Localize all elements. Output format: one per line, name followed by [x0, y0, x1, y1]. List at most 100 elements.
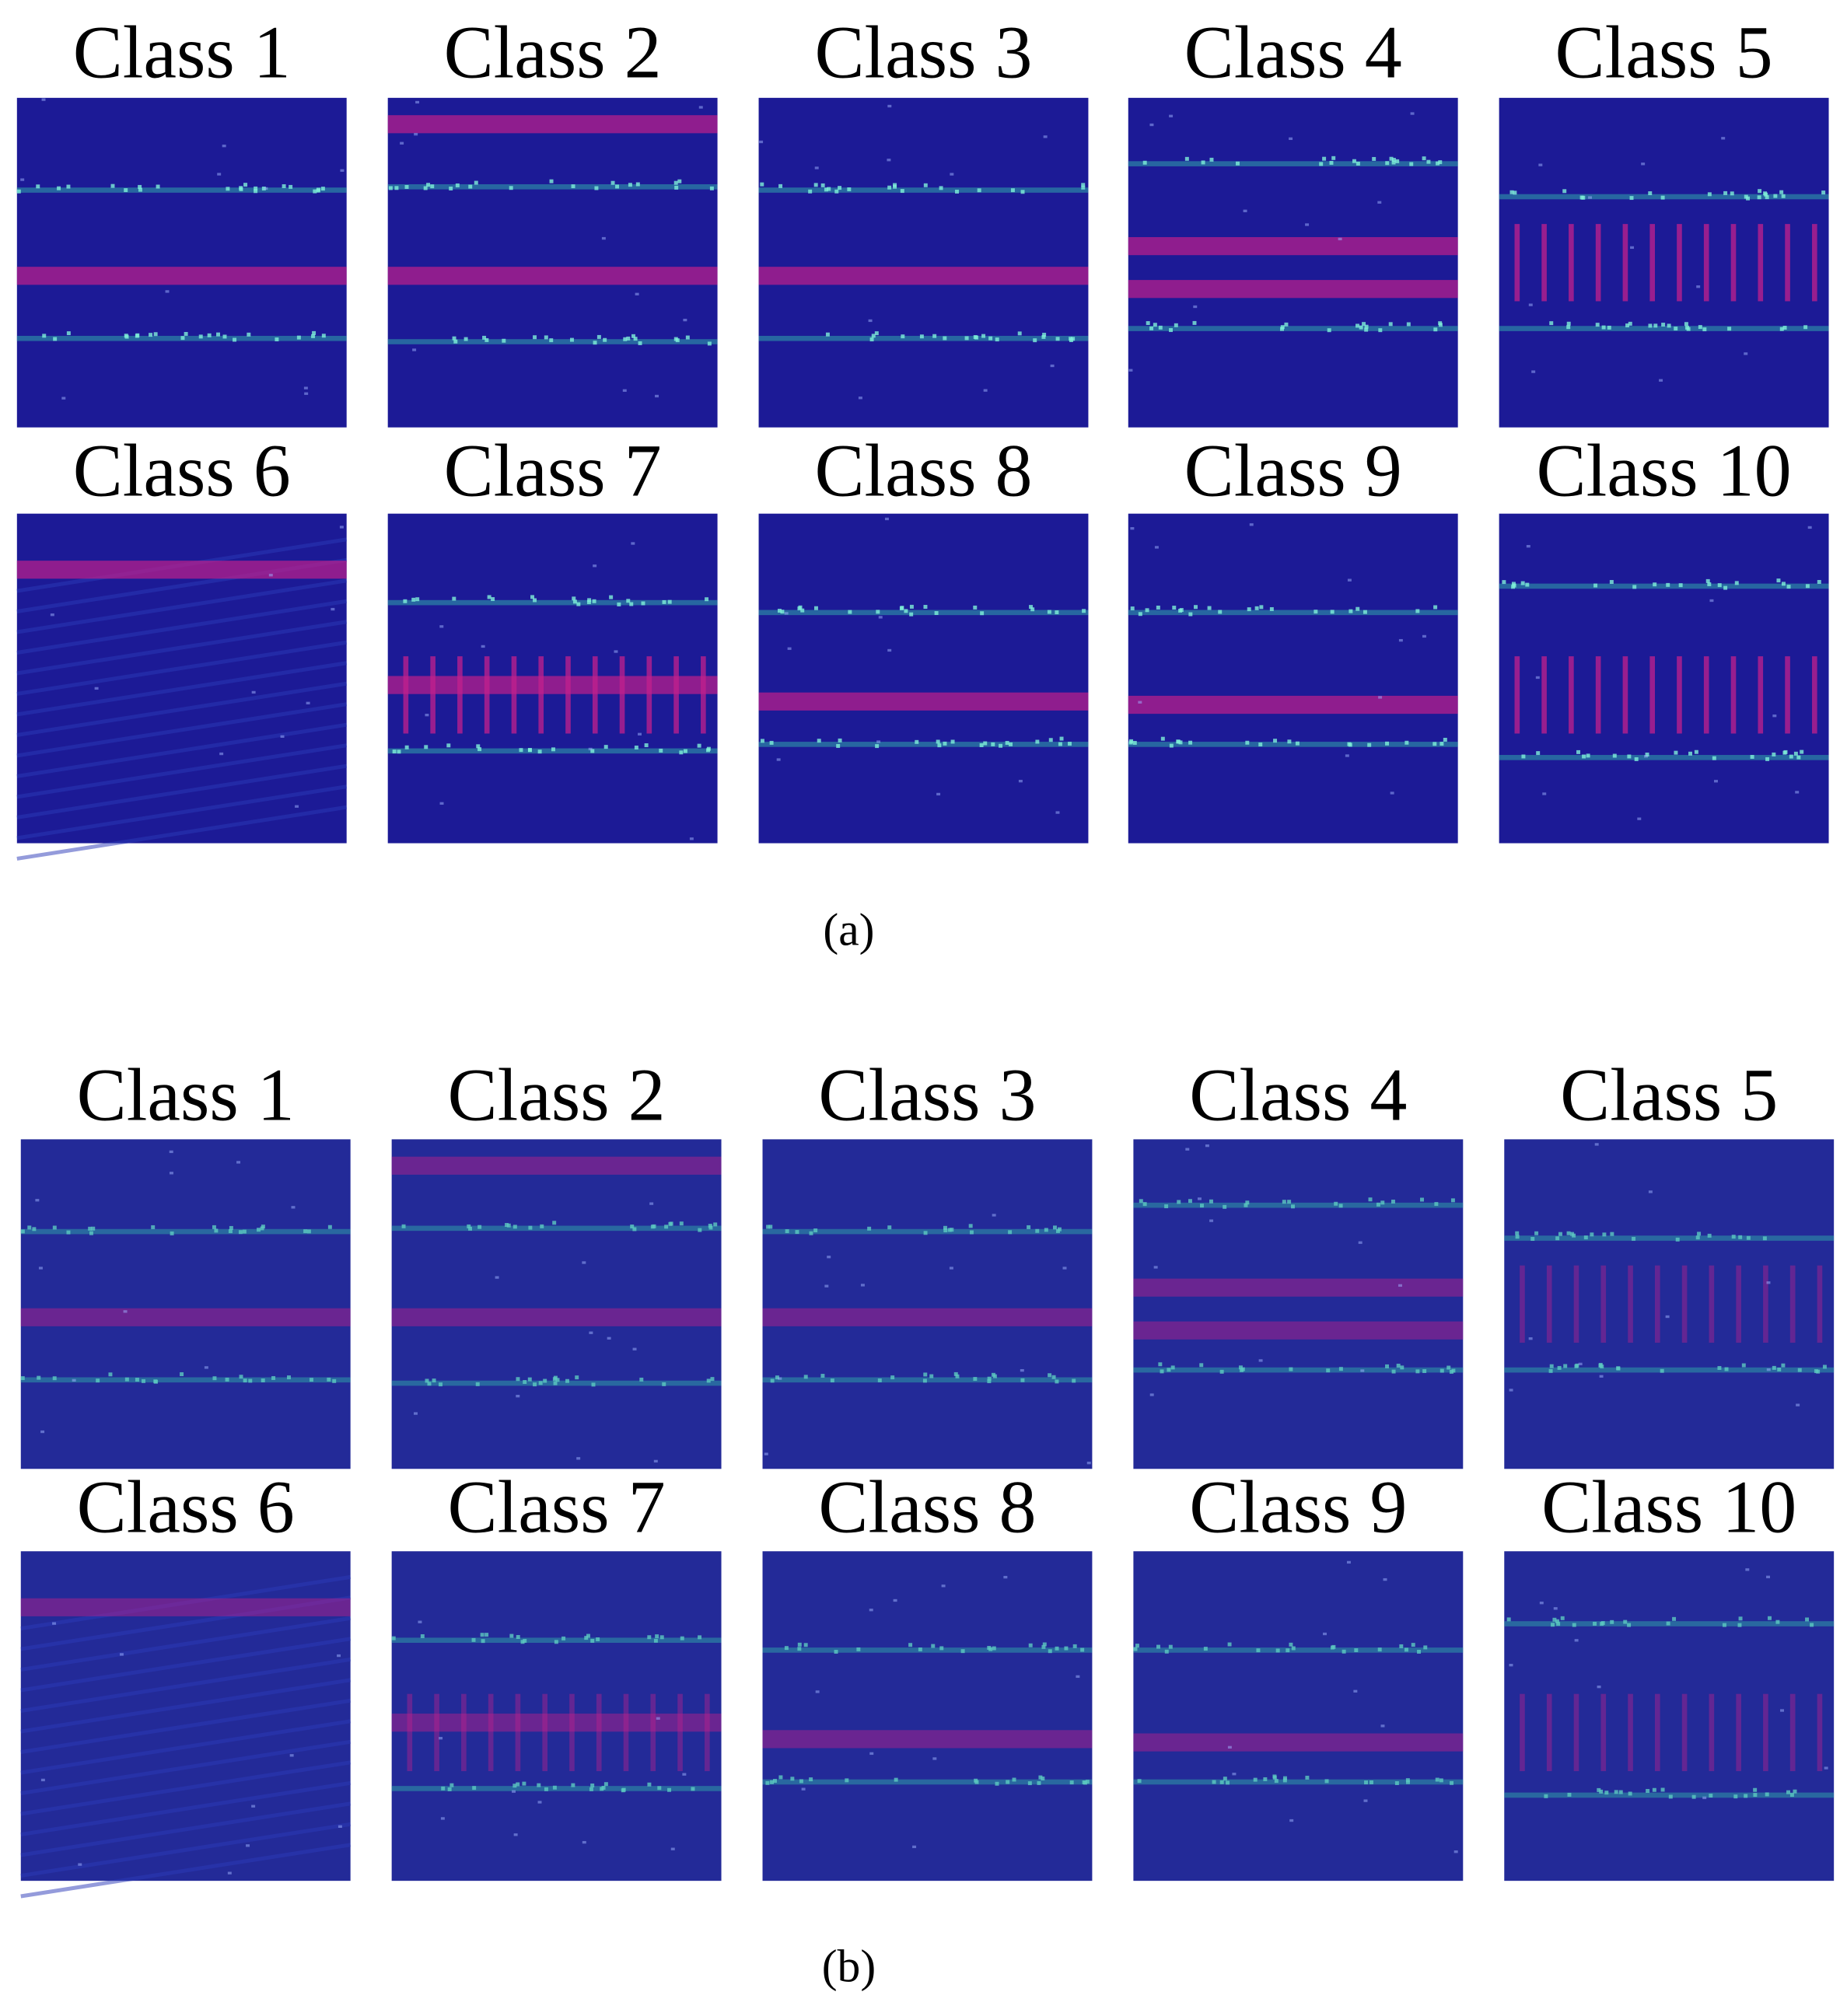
- cyan-dot: [553, 1381, 558, 1385]
- cyan-dot: [1582, 754, 1586, 759]
- cyan-dot: [512, 1784, 517, 1788]
- vertical-dash: [1514, 656, 1520, 734]
- cyan-dot: [1597, 1787, 1601, 1792]
- cyan-dot: [552, 1377, 557, 1382]
- cyan-dot: [824, 187, 828, 192]
- cyan-dot: [1781, 582, 1786, 586]
- cyan-dot: [969, 1230, 974, 1235]
- cyan-dot: [1048, 1649, 1052, 1654]
- cyan-dot: [1069, 337, 1073, 341]
- cyan-dot: [1030, 607, 1035, 612]
- vertical-dash: [1546, 1265, 1552, 1343]
- class-label: Class 2: [444, 10, 662, 93]
- cyan-dot: [659, 748, 663, 753]
- cyan-dot: [96, 1378, 100, 1383]
- cyan-dot: [1395, 159, 1400, 163]
- cyan-band: [1128, 161, 1458, 166]
- cyan-dot: [1707, 192, 1712, 197]
- cyan-dot: [1272, 1775, 1277, 1780]
- cyan-dot: [992, 1374, 997, 1378]
- cyan-dot: [1289, 1367, 1293, 1371]
- speckle: [1043, 135, 1048, 138]
- speckle: [1338, 237, 1342, 241]
- vertical-dash: [1520, 1265, 1525, 1343]
- cyan-dot: [1775, 1619, 1780, 1624]
- cyan-dot: [1354, 1648, 1359, 1652]
- cyan-dot: [212, 1376, 217, 1381]
- cyan-dot: [1364, 1780, 1369, 1785]
- speckle: [1128, 369, 1133, 372]
- speckle: [607, 1336, 611, 1340]
- speckle: [222, 145, 226, 148]
- cyan-dot: [52, 1376, 57, 1381]
- magenta-band: [1128, 280, 1458, 299]
- tile-background: [1133, 1551, 1464, 1881]
- cyan-dot: [1432, 742, 1437, 746]
- cyan-dot: [778, 1775, 783, 1780]
- cyan-dot: [830, 1378, 834, 1383]
- cyan-dot: [403, 599, 408, 603]
- cyan-dot: [212, 1225, 216, 1229]
- cyan-dot: [1625, 323, 1630, 328]
- cyan-dot: [1338, 1367, 1343, 1371]
- cyan-dot: [1750, 754, 1754, 759]
- cyan-dot: [512, 1225, 517, 1229]
- vertical-dash: [1703, 224, 1709, 302]
- speckle: [1377, 201, 1382, 204]
- cyan-dot: [1558, 1232, 1562, 1236]
- cyan-dot: [1609, 580, 1614, 585]
- cyan-dot: [1598, 1364, 1603, 1368]
- cyan-dot: [228, 1229, 233, 1234]
- cyan-dot: [477, 747, 482, 752]
- cyan-dot: [124, 1377, 129, 1382]
- speckle: [1130, 526, 1135, 530]
- speckle: [413, 1412, 418, 1415]
- cyan-dot: [1160, 1369, 1164, 1374]
- speckle: [78, 1863, 82, 1866]
- cyan-dot: [135, 1378, 139, 1382]
- cyan-dot: [1653, 582, 1657, 587]
- speckle: [887, 648, 892, 652]
- cyan-dot: [1158, 325, 1163, 330]
- spectrogram-tile: [1133, 1551, 1464, 1881]
- cyan-dot: [1380, 1200, 1385, 1205]
- cyan-dot: [149, 333, 153, 337]
- cyan-dot: [1329, 160, 1334, 165]
- cyan-band: [387, 599, 718, 606]
- speckle: [1020, 1368, 1024, 1372]
- magenta-band: [758, 692, 1089, 711]
- cyan-dot: [1391, 160, 1396, 165]
- cyan-dot: [432, 1378, 436, 1383]
- diagonal-streak: [20, 1760, 352, 1816]
- cyan-dot: [520, 1640, 525, 1644]
- cyan-dot: [638, 341, 642, 345]
- cyan-dot: [591, 1382, 596, 1387]
- cyan-dot: [772, 1779, 777, 1784]
- vertical-dash: [623, 1693, 629, 1772]
- cyan-dot: [1052, 1225, 1057, 1230]
- speckle: [1772, 715, 1777, 718]
- vertical-dash: [1817, 1693, 1823, 1772]
- cyan-dot: [282, 183, 286, 188]
- cyan-dot: [20, 1229, 25, 1234]
- speckle: [169, 1150, 173, 1154]
- cyan-dot: [973, 605, 978, 610]
- cyan-dot: [953, 1371, 958, 1376]
- cyan-dot: [1793, 1789, 1797, 1794]
- cyan-dot: [261, 1225, 265, 1229]
- spectrogram-tile: [16, 513, 348, 861]
- cyan-dot: [1135, 1644, 1139, 1648]
- speckle: [1702, 1796, 1707, 1800]
- diagonal-streak: [16, 722, 348, 778]
- vertical-dash: [1595, 656, 1601, 734]
- cyan-dot: [1142, 160, 1147, 165]
- cyan-dot: [1786, 585, 1791, 589]
- vertical-dash: [1709, 1265, 1715, 1343]
- cyan-band: [758, 187, 1089, 193]
- cyan-dot: [999, 743, 1003, 748]
- cyan-dot: [1178, 608, 1183, 613]
- cyan-dot: [1389, 156, 1394, 161]
- cyan-dot: [1800, 749, 1804, 754]
- cyan-dot: [1156, 605, 1160, 610]
- speckle: [1360, 1369, 1365, 1372]
